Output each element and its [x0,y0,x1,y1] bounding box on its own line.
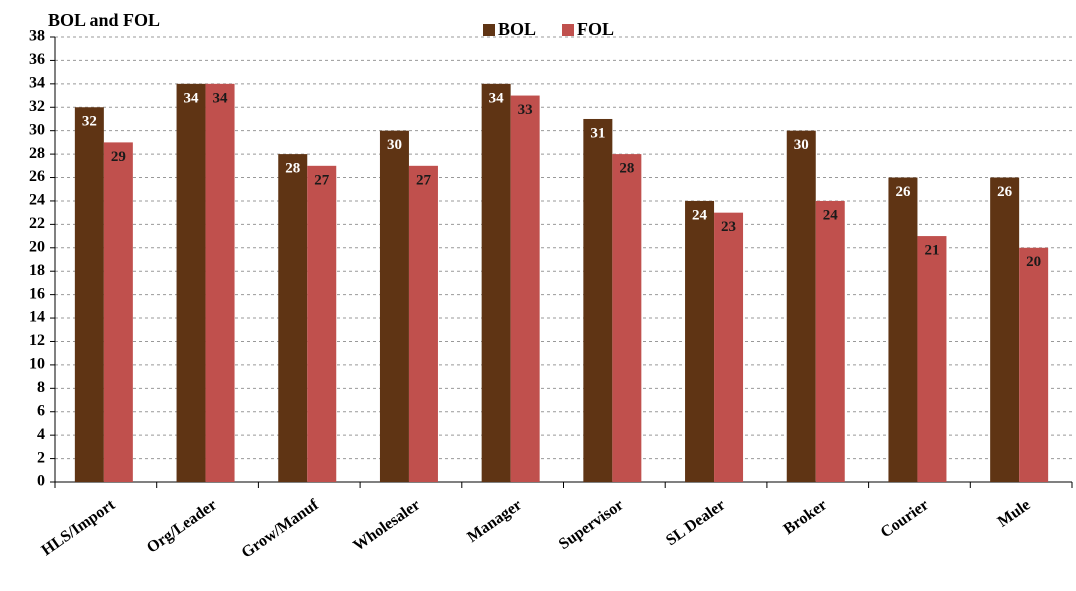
bar [583,118,613,482]
x-tick-label: Org/Leader [144,496,220,556]
y-tick-label: 10 [29,356,45,373]
bar [1019,247,1049,482]
y-tick-label: 12 [29,332,45,349]
legend-swatch [483,24,495,36]
legend-swatch [562,24,574,36]
value-label: 21 [924,243,939,259]
value-label: 32 [82,114,97,130]
x-tick-label: Courier [878,496,932,541]
value-label: 23 [721,219,736,235]
bar [815,200,845,482]
value-label: 30 [387,137,402,153]
y-tick-label: 30 [29,121,45,138]
value-label: 34 [213,90,229,106]
value-label: 31 [590,125,605,141]
y-tick-label: 4 [37,426,45,443]
y-tick-label: 2 [37,449,45,466]
y-tick-label: 24 [29,192,45,209]
bar [278,154,308,482]
value-label: 30 [794,137,809,153]
value-label: 28 [619,161,634,177]
x-tick-label: Grow/Manuf [239,496,323,562]
value-label: 20 [1026,254,1041,270]
value-label: 34 [489,90,505,106]
value-label: 27 [416,172,432,188]
value-label: 24 [692,207,708,223]
bar [990,177,1020,483]
y-tick-label: 36 [29,51,45,68]
value-label: 27 [314,172,330,188]
x-tick-label: HLS/Import [39,496,119,559]
bar [205,83,235,482]
y-tick-label: 38 [29,28,45,45]
x-tick-label: Manager [464,496,525,546]
y-tick-label: 0 [37,473,45,490]
bar [176,83,206,482]
bar [888,177,918,483]
bar [917,236,947,482]
value-label: 28 [285,161,300,177]
y-tick-label: 32 [29,98,45,115]
y-tick-label: 8 [37,379,45,396]
bar [612,154,642,482]
bar [786,130,816,482]
value-label: 33 [518,102,533,118]
y-tick-label: 20 [29,238,45,255]
y-tick-label: 22 [29,215,45,232]
bar [379,130,409,482]
bar [481,83,511,482]
bar [685,200,715,482]
y-tick-label: 6 [37,402,45,419]
value-label: 26 [895,184,911,200]
bar [714,212,744,482]
y-tick-label: 18 [29,262,45,279]
bar [510,95,540,482]
x-tick-label: SL Dealer [663,496,728,549]
x-tick-label: Wholesaler [350,496,423,554]
y-tick-label: 34 [29,75,45,92]
x-tick-label: Mule [995,496,1034,530]
bar [307,165,337,482]
legend-label: FOL [577,19,614,39]
bar [408,165,438,482]
bar [103,142,133,483]
x-tick-label: Broker [781,496,831,538]
y-tick-label: 16 [29,285,45,302]
x-tick-label: Supervisor [556,496,627,553]
legend-label: BOL [498,19,536,39]
value-label: 26 [997,184,1013,200]
y-tick-label: 14 [29,309,45,326]
value-label: 34 [184,90,200,106]
bar [74,107,104,483]
chart-title: BOL and FOL [48,10,160,30]
value-label: 24 [823,207,839,223]
y-tick-label: 28 [29,145,45,162]
value-label: 29 [111,149,126,165]
y-tick-label: 26 [29,168,45,185]
